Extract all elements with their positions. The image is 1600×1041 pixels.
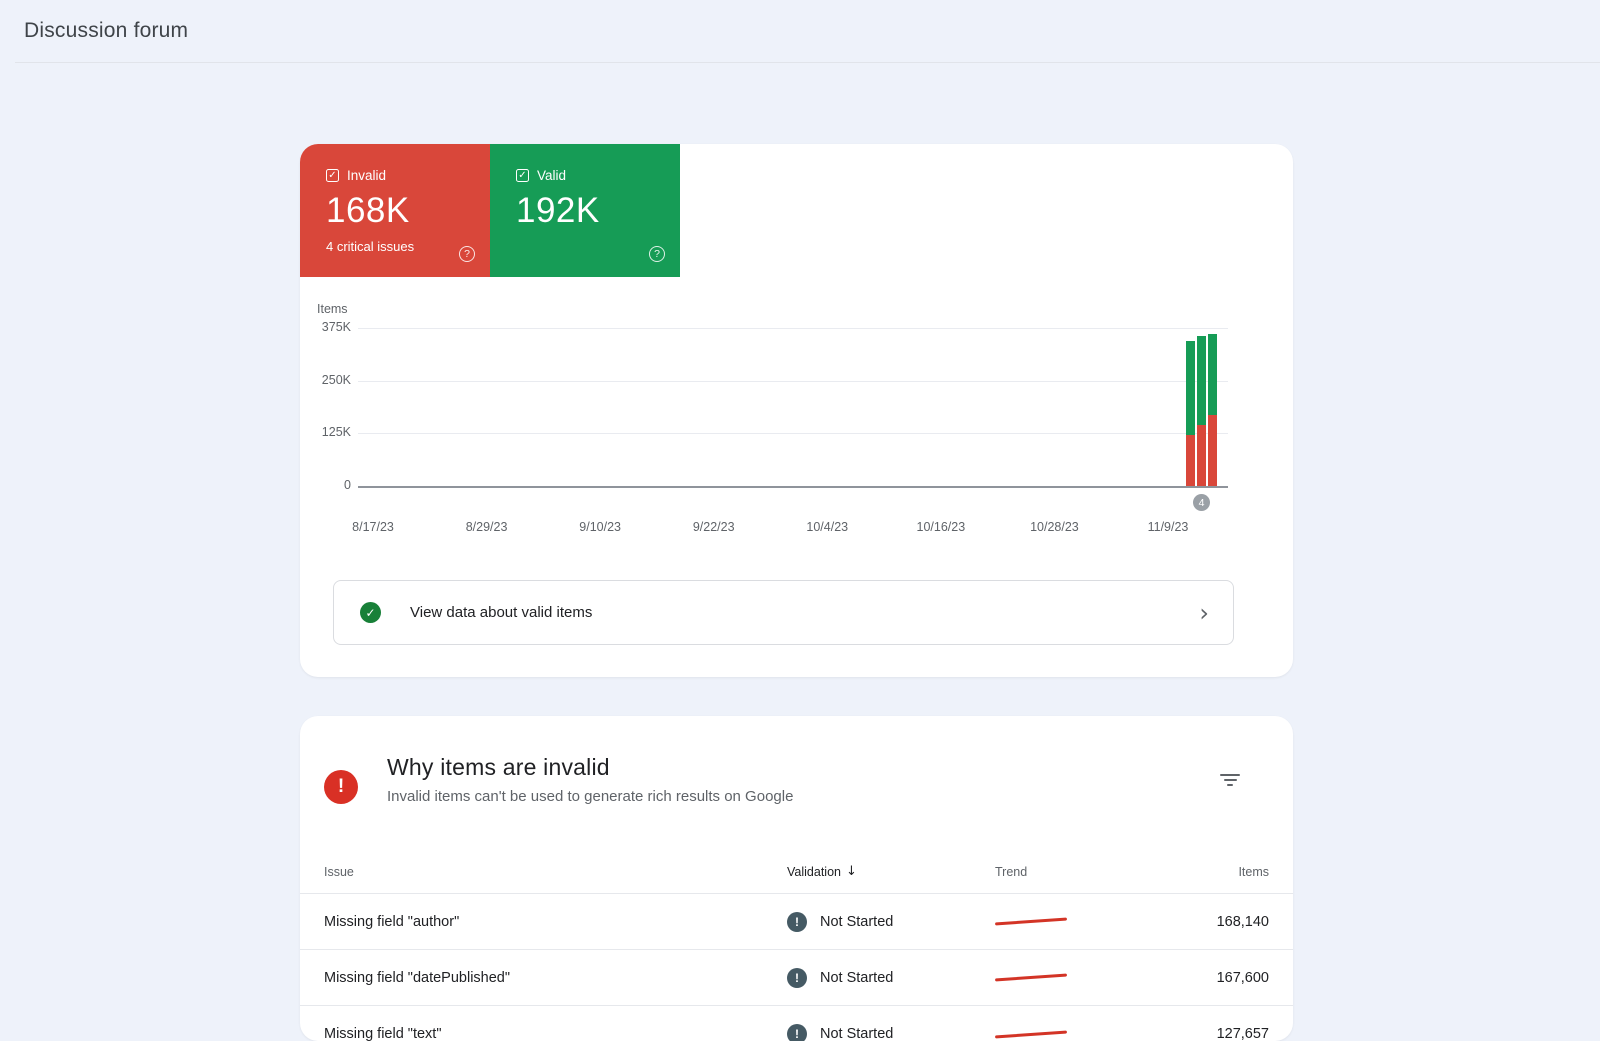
validation-status: Not Started [820, 913, 894, 930]
table-row[interactable]: Missing field "datePublished" ! Not Star… [300, 950, 1293, 1006]
table-row[interactable]: Missing field "text" ! Not Started 127,6… [300, 1006, 1293, 1041]
valid-check-icon: ✓ [360, 602, 381, 623]
x-axis-labels: 8/17/23 8/29/23 9/10/23 9/22/23 10/4/23 10/16… [300, 520, 1293, 536]
issues-table: Issue Validation ↓ Trend Items Missing f… [300, 840, 1293, 1041]
summary-chips: ✓ Invalid 168K 4 critical issues ? ✓ Val… [300, 144, 1293, 277]
x-tick-label: 10/16/23 [916, 520, 966, 534]
y-tick-label: 125K [321, 425, 351, 440]
validation-status: Not Started [820, 969, 894, 986]
gridline [358, 380, 1228, 382]
help-icon[interactable]: ? [649, 246, 665, 262]
valid-segment [1197, 336, 1206, 425]
invalid-issues-card: ! Why items are invalid Invalid items ca… [300, 716, 1293, 1041]
not-started-icon: ! [787, 1024, 807, 1041]
x-tick-label: 8/17/23 [352, 520, 394, 534]
stacked-bar[interactable] [1197, 336, 1206, 486]
help-icon[interactable]: ? [459, 246, 475, 262]
gridline [358, 328, 1228, 329]
y-tick-label: 250K [321, 372, 351, 387]
page-title: Discussion forum [24, 19, 189, 42]
y-axis-title: Items [317, 302, 348, 316]
critical-issues-text: 4 critical issues [326, 239, 415, 254]
validation-header-label: Validation [787, 864, 841, 879]
x-tick-label: 8/29/23 [465, 520, 508, 534]
filter-icon[interactable] [1220, 774, 1240, 788]
not-started-icon: ! [787, 911, 807, 932]
invalid-segment [1197, 424, 1206, 486]
invalid-segment [1208, 415, 1217, 486]
trend-sparkline [995, 973, 1067, 982]
issues-title: Why items are invalid [387, 754, 610, 780]
x-tick-label: 11/9/23 [1147, 520, 1189, 534]
items-count: 127,657 [1216, 1026, 1269, 1041]
invalid-count: 168K [326, 191, 410, 230]
y-tick-label: 0 [344, 478, 351, 492]
checkbox-checked-icon[interactable]: ✓ [326, 169, 339, 182]
stacked-bar[interactable] [1186, 340, 1195, 486]
column-header-trend: Trend [995, 865, 1028, 879]
issue-name: Missing field "datePublished" [324, 969, 511, 986]
view-valid-items-label: View data about valid items [410, 604, 593, 621]
issues-subtitle: Invalid items can't be used to generate … [387, 788, 794, 805]
items-count: 168,140 [1216, 913, 1269, 930]
critical-issues-badge[interactable]: 4 [1193, 494, 1210, 511]
trend-sparkline [995, 917, 1067, 926]
valid-chip[interactable]: ✓ Valid 192K ? [490, 144, 680, 277]
invalid-chip-label: Invalid [347, 168, 387, 183]
x-tick-label: 9/10/23 [579, 520, 621, 534]
app-header: Discussion forum [0, 0, 1600, 62]
column-header-items: Items [1238, 865, 1269, 879]
stacked-bar[interactable] [1208, 334, 1217, 486]
not-started-icon: ! [787, 967, 807, 988]
invalid-chip[interactable]: ✓ Invalid 168K 4 critical issues ? [300, 144, 490, 277]
checkbox-checked-icon[interactable]: ✓ [516, 169, 529, 182]
issues-header: ! Why items are invalid Invalid items ca… [300, 716, 1293, 805]
trend-sparkline [995, 1030, 1067, 1038]
x-axis-line [358, 486, 1228, 488]
table-row[interactable]: Missing field "author" ! Not Started 168… [300, 894, 1293, 950]
y-tick-label: 375K [321, 320, 351, 334]
gridline [358, 433, 1228, 435]
valid-segment [1186, 340, 1195, 436]
x-tick-label: 10/4/23 [806, 520, 849, 534]
report-card: ✓ Invalid 168K 4 critical issues ? ✓ Val… [300, 144, 1293, 677]
issue-name: Missing field "author" [324, 913, 460, 930]
valid-count: 192K [516, 191, 600, 230]
chart-bars [1186, 334, 1217, 486]
view-valid-items-button[interactable]: ✓ View data about valid items › [333, 580, 1234, 645]
invalid-segment [1186, 435, 1195, 486]
items-count: 167,600 [1216, 969, 1269, 986]
validation-status: Not Started [820, 1026, 894, 1041]
alert-icon: ! [324, 770, 358, 804]
valid-chip-label: Valid [537, 168, 567, 183]
chevron-right-icon: › [1199, 598, 1209, 627]
table-header-row: Issue Validation ↓ Trend Items [300, 840, 1293, 894]
valid-segment [1208, 334, 1217, 416]
column-header-validation[interactable]: Validation ↓ [787, 864, 987, 879]
x-tick-label: 9/22/23 [692, 520, 735, 534]
issue-name: Missing field "text" [324, 1026, 442, 1041]
column-header-issue: Issue [324, 865, 354, 879]
x-tick-label: 10/28/23 [1030, 520, 1079, 534]
header-divider [15, 62, 1600, 63]
sort-desc-icon: ↓ [845, 864, 857, 879]
